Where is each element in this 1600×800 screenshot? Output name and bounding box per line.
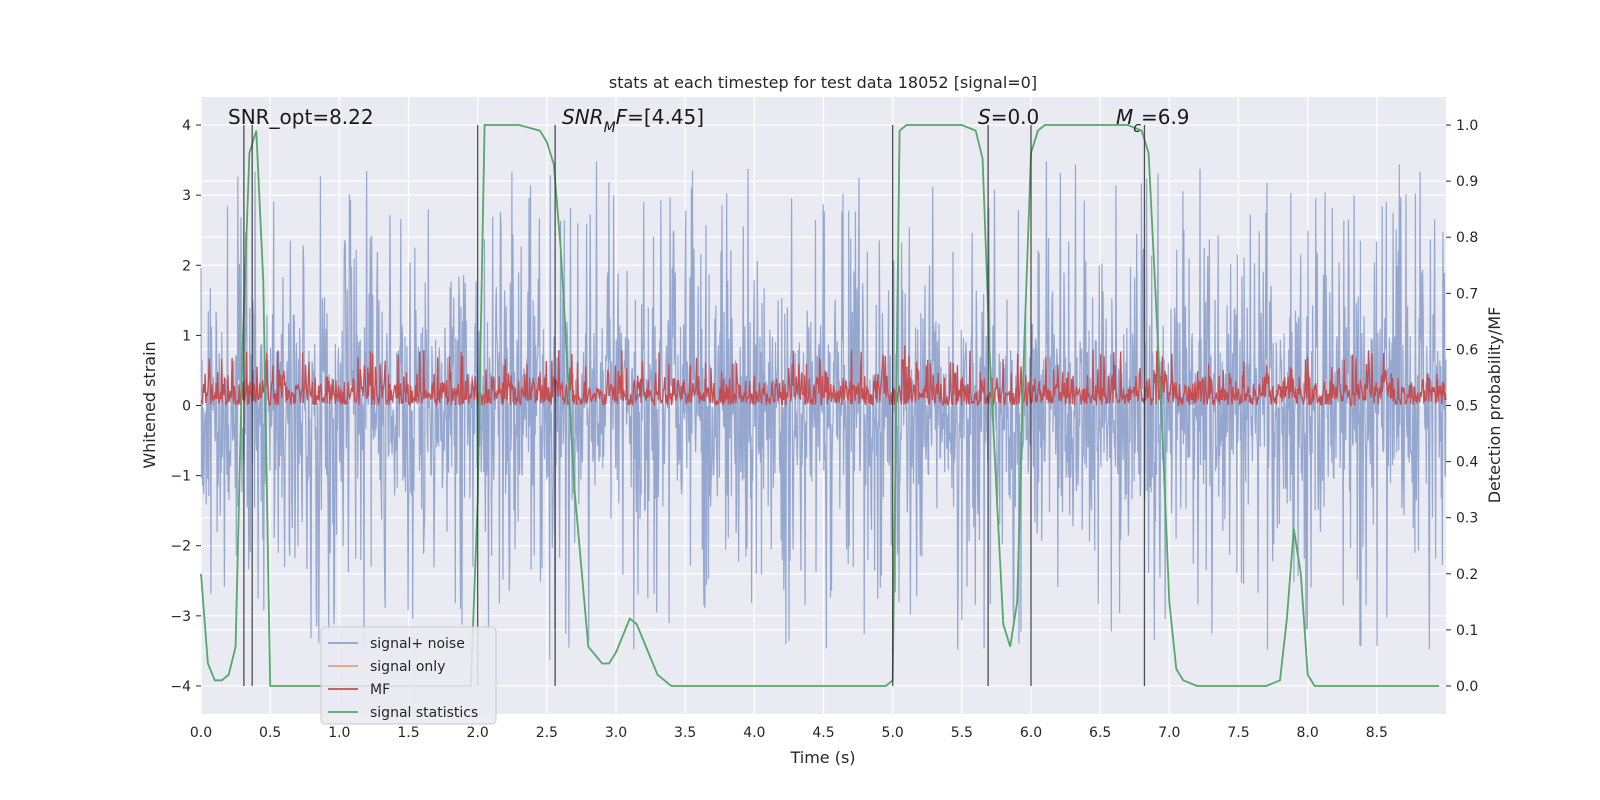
- y-right-tick-label: 0.2: [1456, 567, 1478, 583]
- x-tick-label: 8.0: [1297, 725, 1319, 741]
- x-tick-label: 3.0: [605, 725, 627, 741]
- legend-label: signal only: [370, 659, 445, 675]
- x-ticks: 0.0 0.5 1.0 1.5 2.0 2.5 3.0 3.5 4.0 4.5 5.0 5.5 6.0 6…: [190, 725, 1388, 741]
- y-tick-label: 2: [182, 258, 191, 274]
- annotation-snr-mf: SNRMF=[4.45]: [562, 105, 704, 136]
- y-tick-label: 3: [182, 188, 191, 204]
- x-tick-label: 5.0: [882, 725, 904, 741]
- legend-label: signal+ noise: [370, 636, 465, 652]
- legend: signal+ noise signal only MF signal statist…: [320, 626, 497, 725]
- x-tick-label: 7.5: [1227, 725, 1249, 741]
- legend-label: MF: [370, 682, 390, 698]
- series-mf: [200, 345, 1447, 408]
- y-tick-label: −4: [170, 679, 191, 695]
- annotation-s: S=0.0: [978, 105, 1039, 129]
- y-tick-label: −2: [170, 539, 191, 555]
- x-tick-label: 0.0: [190, 725, 212, 741]
- x-tick-label: 8.5: [1366, 725, 1388, 741]
- y-tick-label: 1: [182, 328, 191, 344]
- plot-area: [200, 124, 1447, 687]
- y-right-tick-label: 0.3: [1456, 511, 1478, 527]
- y-right-tick-label: 0.7: [1456, 286, 1478, 302]
- x-axis-label: Time (s): [789, 748, 855, 767]
- y-right-tick-label: 0.4: [1456, 455, 1478, 471]
- y-right-tick-label: 0.8: [1456, 230, 1478, 246]
- x-tick-label: 2.0: [467, 725, 489, 741]
- x-tick-label: 6.5: [1089, 725, 1111, 741]
- series-signal-noise: [200, 161, 1447, 660]
- y-right-tick-label: 1.0: [1456, 118, 1478, 134]
- y-tick-label: 4: [182, 118, 191, 134]
- x-tick-label: 5.5: [951, 725, 973, 741]
- x-tick-label: 0.5: [259, 725, 281, 741]
- y-ticks-right: 0.0 0.1 0.2 0.3 0.4 0.5 0.6 0.7 0.8 0.9 1.0: [1446, 118, 1478, 695]
- x-tick-label: 1.5: [397, 725, 419, 741]
- y-ticks: −4 −3 −2 −1 0 1 2 3 4: [170, 118, 201, 695]
- y-tick-label: −1: [170, 469, 191, 485]
- legend-box: [320, 626, 497, 725]
- y-right-tick-label: 0.9: [1456, 174, 1478, 190]
- y-axis-label-right: Detection probability/MF: [1485, 307, 1504, 504]
- y-right-tick-label: 0.5: [1456, 399, 1478, 415]
- x-tick-label: 6.0: [1020, 725, 1042, 741]
- x-tick-label: 4.0: [743, 725, 765, 741]
- chart-title: stats at each timestep for test data 180…: [609, 73, 1037, 92]
- annotations: SNR_opt=8.22 SNRMF=[4.45] S=0.0 Mc=6.9: [228, 105, 1190, 136]
- x-tick-label: 4.5: [812, 725, 834, 741]
- x-tick-label: 2.5: [536, 725, 558, 741]
- x-tick-label: 1.0: [328, 725, 350, 741]
- annotation-mc: Mc=6.9: [1116, 105, 1190, 136]
- series-signal-statistics: [200, 124, 1440, 687]
- x-tick-label: 7.0: [1158, 725, 1180, 741]
- legend-label: signal statistics: [370, 705, 478, 721]
- y-axis-label: Whitened strain: [140, 341, 159, 468]
- y-tick-label: −3: [170, 609, 191, 625]
- y-right-tick-label: 0.0: [1456, 679, 1478, 695]
- vertical-markers: [243, 125, 1146, 686]
- x-tick-label: 3.5: [674, 725, 696, 741]
- y-right-tick-label: 0.6: [1456, 342, 1478, 358]
- annotation-snr-opt: SNR_opt=8.22: [228, 105, 374, 129]
- y-right-tick-label: 0.1: [1456, 623, 1478, 639]
- y-tick-label: 0: [182, 399, 191, 415]
